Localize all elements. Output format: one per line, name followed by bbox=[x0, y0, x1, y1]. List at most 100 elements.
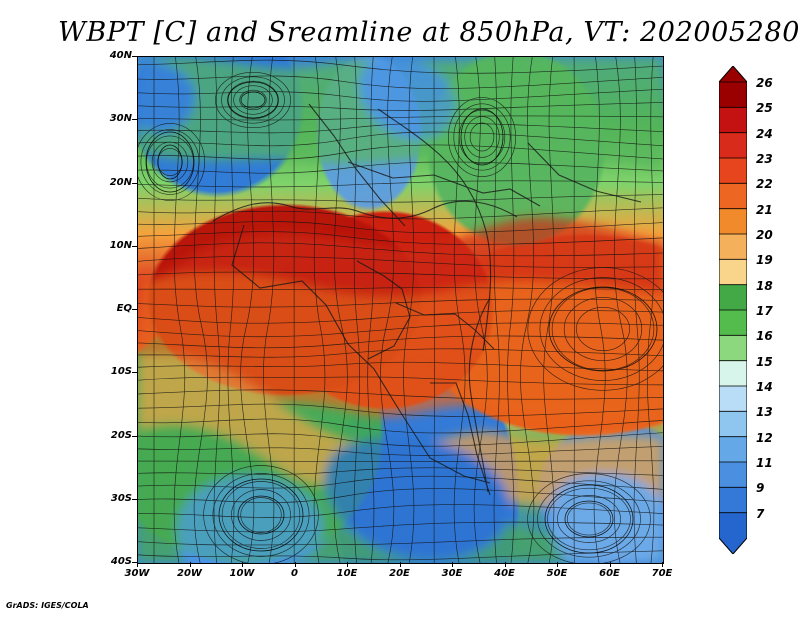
streamline-loop bbox=[203, 465, 319, 563]
zonal-streamline bbox=[138, 504, 663, 518]
colorbar-swatch bbox=[719, 360, 747, 387]
latitude-label: 20S bbox=[110, 429, 132, 441]
streamline-loop bbox=[231, 489, 291, 541]
longitude-label: 40E bbox=[494, 568, 515, 579]
colorbar-swatch bbox=[719, 386, 747, 412]
streamline-loop bbox=[239, 89, 267, 111]
colorbar-label: 11 bbox=[756, 456, 773, 470]
streamline-loop bbox=[140, 129, 200, 195]
colorbar-swatch bbox=[719, 411, 747, 438]
streamline-loop bbox=[453, 103, 511, 171]
longitude-label: 10E bbox=[336, 568, 358, 579]
meridional-streamline bbox=[313, 57, 326, 563]
colorbar-swatch bbox=[719, 462, 747, 488]
colorbar-label: 9 bbox=[756, 481, 765, 496]
colorbar-swatch bbox=[719, 487, 747, 514]
streamline-loop bbox=[458, 109, 506, 165]
latitude-label: EQ bbox=[116, 303, 132, 314]
zonal-streamline bbox=[138, 418, 663, 434]
streamline-loop bbox=[215, 71, 291, 129]
meridional-streamline bbox=[227, 57, 235, 563]
zonal-streamline bbox=[138, 536, 663, 546]
colorbar-swatch bbox=[719, 183, 747, 210]
meridional-streamline bbox=[173, 57, 186, 563]
streamline-loop bbox=[146, 135, 194, 189]
latitude-label: 40S bbox=[110, 556, 132, 567]
temperature-colorbar bbox=[719, 66, 747, 554]
longitude-label: 30E bbox=[441, 568, 463, 579]
longitude-tick bbox=[242, 562, 243, 567]
meridional-streamline bbox=[507, 57, 515, 563]
latitude-tick bbox=[132, 309, 137, 310]
streamline-loop bbox=[138, 123, 206, 201]
streamline-loop bbox=[221, 481, 301, 549]
longitude-tick bbox=[295, 562, 296, 567]
colorbar-label: 16 bbox=[756, 329, 773, 344]
meridional-streamline bbox=[520, 57, 535, 563]
colorbar-label: 20 bbox=[756, 228, 773, 242]
zonal-streamline bbox=[138, 322, 663, 338]
streamline-loop bbox=[527, 473, 651, 563]
latitude-label: 30S bbox=[110, 492, 132, 504]
streamline-loop bbox=[527, 267, 663, 391]
latitude-tick bbox=[132, 183, 137, 184]
colorbar-label: 12 bbox=[756, 430, 773, 445]
colorbar-label: 21 bbox=[756, 202, 773, 217]
latitude-tick bbox=[132, 499, 137, 500]
meridional-streamline bbox=[543, 57, 555, 563]
colorbar-swatch bbox=[719, 512, 747, 554]
colorbar-label: 14 bbox=[756, 380, 773, 394]
zonal-streamline bbox=[138, 75, 663, 89]
meridional-streamline bbox=[213, 57, 221, 563]
zonal-streamline bbox=[138, 432, 663, 447]
zonal-streamline bbox=[138, 102, 663, 111]
zonal-streamline bbox=[138, 180, 663, 188]
colorbar-swatch bbox=[719, 66, 747, 108]
meridional-streamline bbox=[380, 57, 395, 563]
streamline-loop bbox=[233, 85, 273, 115]
meridional-streamline bbox=[633, 57, 640, 563]
zonal-streamline bbox=[138, 271, 663, 280]
colorbar-swatch bbox=[719, 132, 747, 159]
longitude-label: 20W bbox=[177, 568, 202, 579]
longitude-tick bbox=[400, 562, 401, 567]
colorbar-label: 24 bbox=[756, 126, 773, 141]
streamline-loop bbox=[469, 122, 495, 152]
longitude-tick bbox=[137, 562, 138, 567]
longitude-tick bbox=[505, 562, 506, 567]
zonal-streamline bbox=[138, 550, 663, 561]
zonal-streamline bbox=[138, 207, 663, 220]
streamline-loop bbox=[566, 502, 612, 536]
colorbar-label: 22 bbox=[756, 177, 773, 192]
longitude-tick bbox=[610, 562, 611, 567]
zonal-streamline bbox=[138, 194, 663, 203]
longitude-label: 10W bbox=[229, 568, 255, 579]
streamline-loop bbox=[551, 287, 655, 371]
longitude-tick bbox=[347, 562, 348, 567]
colorbar-swatch bbox=[719, 259, 747, 286]
longitude-tick bbox=[557, 562, 558, 567]
zonal-streamline bbox=[138, 231, 663, 245]
colorbar-label: 19 bbox=[756, 253, 773, 268]
longitude-label: 0 bbox=[291, 568, 298, 579]
colorbar-swatch bbox=[719, 234, 747, 260]
zonal-streamline bbox=[138, 115, 663, 121]
streamline-loop bbox=[151, 141, 189, 183]
colorbar-label: 13 bbox=[756, 405, 773, 420]
latitude-tick bbox=[132, 372, 137, 373]
streamline-loop bbox=[447, 97, 517, 177]
streamline-loop bbox=[227, 80, 279, 120]
zonal-streamline bbox=[138, 460, 663, 463]
zonal-streamline bbox=[138, 348, 663, 358]
longitude-tick bbox=[662, 562, 663, 567]
colorbar-swatch bbox=[719, 158, 747, 184]
meridional-streamline bbox=[353, 57, 361, 563]
meridional-streamline bbox=[193, 57, 208, 563]
latitude-label: 20N bbox=[109, 176, 132, 188]
meridional-streamline bbox=[403, 57, 415, 563]
streamline-loop bbox=[537, 480, 641, 558]
meridional-streamline bbox=[593, 57, 606, 563]
streamline-loop bbox=[563, 297, 643, 361]
major-circulation-cells bbox=[145, 81, 658, 554]
